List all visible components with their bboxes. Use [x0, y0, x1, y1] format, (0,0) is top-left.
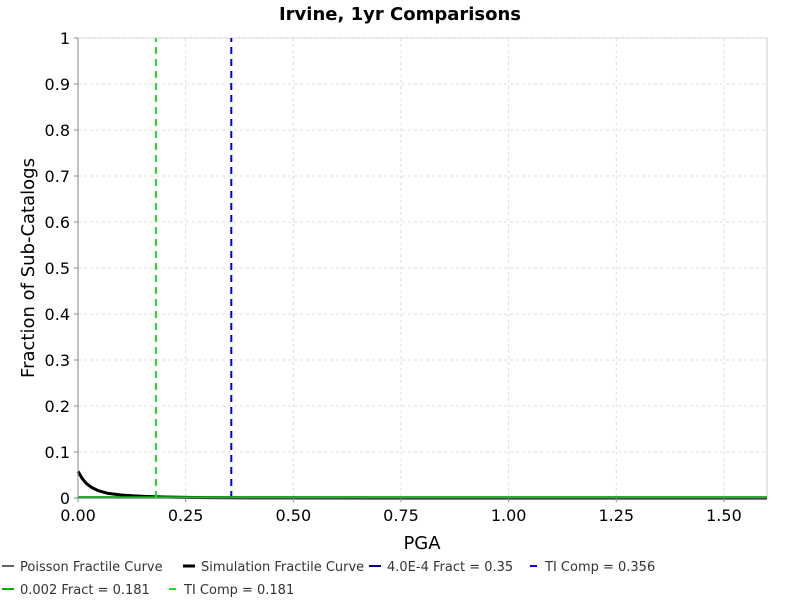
y-ticks: 0 0.1 0.2 0.3 0.4 0.5 0.6 0.7 0.8 0.9 1: [45, 29, 78, 508]
y-axis-label: Fraction of Sub-Catalogs: [18, 158, 39, 378]
x-ticks: 0.00 0.25 0.50 0.75 1.00 1.25 1.50: [60, 498, 742, 525]
chart-title: Irvine, 1yr Comparisons: [279, 4, 521, 25]
legend-item-5: TI Comp = 0.181: [169, 583, 294, 598]
legend-label: TI Comp = 0.181: [183, 583, 294, 598]
x-tick-label: 1.00: [491, 506, 527, 525]
legend-label: TI Comp = 0.356: [544, 560, 655, 575]
y-tick-label: 0.3: [45, 351, 70, 370]
legend-item-0: Poisson Fractile Curve: [2, 560, 163, 575]
x-tick-label: 0.00: [60, 506, 96, 525]
x-tick-label: 1.25: [598, 506, 634, 525]
y-tick-label: 0.7: [45, 167, 70, 186]
legend-label: 4.0E-4 Fract = 0.35: [387, 560, 513, 575]
legend-item-2: 4.0E-4 Fract = 0.35: [369, 560, 513, 575]
y-tick-label: 0.5: [45, 259, 70, 278]
legend-item-4: 0.002 Fract = 0.181: [2, 583, 150, 598]
legend: Poisson Fractile Curve Simulation Fractil…: [2, 560, 655, 598]
x-axis-label: PGA: [403, 533, 441, 554]
x-tick-label: 0.25: [168, 506, 204, 525]
legend-label: 0.002 Fract = 0.181: [20, 583, 150, 598]
x-tick-label: 0.50: [276, 506, 312, 525]
y-tick-label: 0.6: [45, 213, 70, 232]
y-tick-label: 0: [60, 489, 70, 508]
y-tick-label: 0.1: [45, 443, 70, 462]
y-tick-label: 0.9: [45, 75, 70, 94]
grid-lines: [78, 37, 767, 498]
x-tick-label: 1.50: [706, 506, 742, 525]
legend-item-3: TI Comp = 0.356: [530, 560, 655, 575]
y-tick-label: 0.8: [45, 121, 70, 140]
y-tick-label: 0.4: [45, 305, 70, 324]
x-tick-label: 0.75: [383, 506, 419, 525]
y-tick-label: 0.2: [45, 397, 70, 416]
legend-item-1: Simulation Fractile Curve: [183, 560, 364, 575]
y-tick-label: 1: [60, 29, 70, 48]
legend-label: Simulation Fractile Curve: [201, 560, 364, 575]
legend-label: Poisson Fractile Curve: [20, 560, 163, 575]
